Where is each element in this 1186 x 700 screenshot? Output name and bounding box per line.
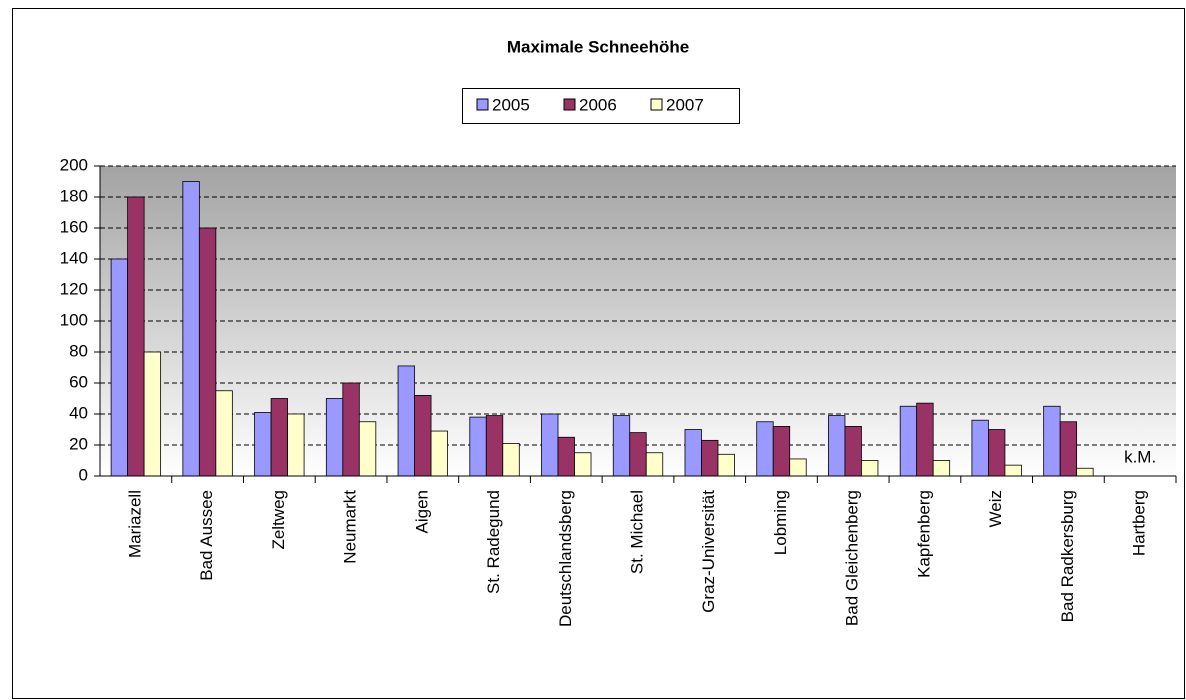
- bar: [861, 460, 879, 477]
- bar: [254, 412, 272, 477]
- bar: [988, 429, 1006, 477]
- bar: [789, 458, 807, 477]
- bar: [485, 415, 504, 477]
- x-tick-label: St. Radegund: [484, 490, 503, 594]
- legend-label: 2006: [579, 95, 617, 114]
- x-tick-label: Kapfenberg: [914, 490, 933, 578]
- bar: [844, 425, 862, 477]
- legend-swatch: [650, 98, 663, 111]
- bar: [557, 436, 575, 477]
- y-tick-label: 140: [60, 248, 88, 267]
- bar: [971, 419, 989, 477]
- bar: [717, 453, 735, 477]
- legend-box: [462, 88, 740, 124]
- bar: [469, 416, 487, 477]
- y-tick-label: 200: [60, 155, 88, 174]
- y-tick-label: 100: [60, 310, 88, 329]
- x-tick-label: Deutschlandsberg: [556, 490, 575, 627]
- bar: [684, 429, 702, 477]
- bar: [932, 460, 951, 477]
- bar: [899, 405, 918, 477]
- x-tick-label: Aigen: [412, 490, 431, 533]
- bar: [127, 196, 145, 477]
- x-tick-label: Graz-Universität: [699, 490, 718, 613]
- bar: [270, 398, 288, 477]
- bar: [198, 227, 217, 477]
- bar: [645, 452, 664, 477]
- bar: [1043, 405, 1061, 477]
- bar: [342, 382, 360, 477]
- bar: [612, 415, 631, 477]
- y-tick-label: 60: [69, 372, 88, 391]
- bar: [541, 413, 559, 477]
- y-tick-label: 20: [69, 434, 88, 453]
- bar: [215, 390, 233, 477]
- legend-label: 2007: [666, 95, 704, 114]
- bar: [325, 398, 344, 477]
- x-tick-label: St. Michael: [627, 490, 646, 574]
- x-tick-label: Hartberg: [1130, 490, 1149, 556]
- bar: [502, 443, 520, 477]
- bar: [397, 365, 415, 477]
- x-tick-label: Bad Radkersburg: [1058, 490, 1077, 622]
- x-tick-label: Bad Aussee: [197, 490, 216, 581]
- bar: [701, 439, 719, 477]
- legend-swatch: [476, 98, 489, 111]
- chart-title: Maximale Schneehöhe: [507, 37, 689, 56]
- bar: [143, 351, 162, 477]
- legend-swatch: [563, 98, 576, 111]
- y-tick-label: 160: [60, 217, 88, 236]
- x-tick-label: Zeltweg: [269, 490, 288, 550]
- annotation: k.M.: [1124, 447, 1156, 466]
- bar: [430, 430, 448, 477]
- bar: [287, 413, 305, 477]
- bar: [414, 394, 432, 477]
- bar: [772, 425, 791, 477]
- bar: [756, 421, 774, 477]
- bar: [1004, 464, 1022, 477]
- bar: [110, 258, 129, 477]
- y-tick-label: 80: [69, 341, 88, 360]
- x-tick-label: Mariazell: [125, 490, 144, 558]
- y-tick-label: 120: [60, 279, 88, 298]
- y-tick-label: 180: [60, 186, 88, 205]
- bar: [828, 415, 846, 477]
- bar: [629, 432, 647, 477]
- bar: [916, 402, 934, 477]
- x-tick-label: Bad Gleichenberg: [843, 490, 862, 626]
- y-tick-label: 0: [79, 465, 88, 484]
- bar: [182, 181, 200, 477]
- bar: [358, 421, 377, 477]
- x-tick-label: Neumarkt: [341, 490, 360, 564]
- legend-label: 2005: [492, 95, 530, 114]
- x-tick-label: Weiz: [986, 490, 1005, 527]
- bar: [1076, 467, 1094, 477]
- x-tick-label: Lobming: [771, 490, 790, 555]
- bar: [574, 452, 592, 477]
- bar: [1059, 421, 1078, 477]
- y-tick-label: 40: [69, 403, 88, 422]
